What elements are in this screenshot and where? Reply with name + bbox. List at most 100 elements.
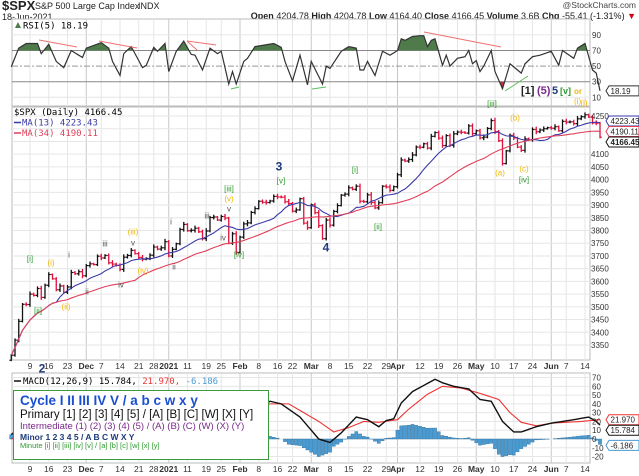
ohlc-bar [500, 138, 505, 166]
legend-primary: Primary [1] [2] [3] [4] [5] / [A] [B] [C… [20, 408, 254, 421]
triangle-down-icon: ▼ [627, 11, 636, 21]
ohlc-bar [429, 133, 434, 151]
macd-y-tick: 40 [592, 400, 601, 409]
open-label: Open [250, 11, 274, 21]
macd-histogram-bar [586, 435, 591, 440]
macd-value-badge-box [605, 424, 639, 436]
x-tick-label: 19 [202, 464, 212, 474]
rsi-y-tick: 30 [592, 78, 601, 87]
ohlc-bar [174, 242, 179, 251]
macd-histogram-bar [444, 436, 449, 440]
ohlc-bar [286, 198, 291, 206]
rsi-value-badge: 18.19 [605, 85, 639, 97]
price-y-tick: 3600 [591, 277, 609, 286]
wave-label: [iii] [487, 99, 497, 109]
wave-label: v [227, 204, 231, 214]
ohlc-bar [365, 192, 370, 204]
wave-label: iv [118, 280, 124, 290]
open-value: 4204.78 [276, 11, 309, 21]
ohlc-bar [91, 262, 96, 266]
high-label: High [311, 11, 332, 21]
legend-minor: Minor 1 2 3 4 5 / A B C W X Y [20, 431, 135, 442]
wave-primary-label: [1] [521, 85, 535, 97]
price-y-tick: 3850 [591, 214, 609, 223]
rsi-panel [10, 35, 601, 92]
macd-y-tick: 60 [592, 382, 601, 391]
ohlc-bar [88, 261, 92, 268]
ohlc-bar [594, 120, 599, 126]
rsi-trendlines [38, 31, 529, 92]
close-label: Close [424, 11, 450, 21]
macd-y-tick: -10 [592, 444, 604, 453]
last-price-badge-box [605, 136, 639, 148]
ohlc-bar [568, 120, 572, 124]
wave-label: [iv] [518, 175, 530, 185]
ohlc-bar [58, 283, 62, 292]
ohlc-bar [136, 251, 141, 259]
rsi-y-tick: 50 [592, 62, 601, 71]
ma13-legend: MA(13) 4223.43 [22, 119, 98, 129]
macd-histogram-bar [391, 437, 396, 440]
signal-value-badge-box [605, 414, 639, 426]
ohlc-bar [406, 157, 411, 163]
macd-histogram-bar [421, 427, 426, 440]
ohlc-bar [418, 144, 422, 150]
ohlc-bar [103, 254, 107, 260]
panel-frame [11, 18, 591, 107]
x-tick-label: 22 [288, 464, 298, 474]
ohlc-bar [178, 227, 182, 246]
macd-histogram-bar [579, 435, 584, 440]
ohlc-bar [294, 207, 299, 214]
macd-histogram-bar [301, 438, 306, 448]
wave-label: [i] [351, 165, 359, 175]
x-tick-label: 7 [564, 361, 569, 371]
macd-histogram-bar [361, 436, 366, 440]
ohlc-bar [384, 184, 389, 189]
macd-histogram-bar [598, 438, 602, 445]
ohlc-bar [560, 119, 565, 133]
price-y-tick: 3950 [591, 188, 609, 197]
x-tick-label: Jun [544, 464, 559, 474]
ohlc-bar [410, 152, 415, 162]
rsi-divergence-line [186, 40, 217, 46]
macd-y-tick: 10 [592, 426, 601, 435]
macd-y-tick: -20 [592, 453, 604, 462]
ohlc-bar [84, 264, 89, 278]
wave-label: 2 [38, 361, 46, 376]
ohlc-bar [571, 119, 576, 126]
x-tick-label: 16 [44, 361, 54, 371]
ohlc-bar [388, 184, 392, 193]
ohlc-bar [253, 206, 257, 215]
ma34-line [10, 130, 601, 356]
ohlc-bar [425, 141, 430, 150]
ohlc-bar [151, 244, 156, 258]
price-y-tick: 4050 [591, 163, 609, 172]
ohlc-bar [279, 195, 284, 199]
price-y-tick: 3450 [591, 316, 609, 325]
low-value: 4164.40 [389, 11, 423, 21]
ohlc-bar [324, 217, 329, 241]
x-tick-label: 14 [115, 361, 125, 371]
wave-label: (v) [224, 194, 234, 204]
axes: 9916162323DecDec771414212128282021202111… [28, 31, 639, 474]
ohlc-bar [395, 172, 400, 189]
macd-histogram-bar [328, 438, 332, 453]
legend-intermediate: Intermediate (1) (2) (3) (4) (5) / (A) (… [20, 420, 245, 432]
wave-label: iii [204, 211, 210, 221]
macd-histogram-bar [335, 438, 340, 445]
macd-histogram-bar [290, 438, 295, 445]
wave-degree-legend: Cycle I II III IV V / a b c w x y Primar… [13, 390, 269, 460]
wave-label: (i) [47, 258, 55, 268]
macd-histogram-bar [508, 438, 512, 456]
macd-histogram-bar [346, 436, 351, 440]
macd-histogram-bar [283, 438, 287, 442]
macd-histogram-bar [534, 438, 539, 441]
price-y-tick: 3700 [591, 252, 609, 261]
ohlc-bar [24, 302, 29, 307]
macd-histogram-bar [425, 427, 430, 440]
ohlc-bar [380, 185, 385, 204]
macd-histogram-bar [519, 438, 524, 449]
macd-histogram-bar [298, 438, 302, 446]
ohlc-bar [361, 199, 366, 203]
macd-histogram-bar [271, 437, 276, 440]
